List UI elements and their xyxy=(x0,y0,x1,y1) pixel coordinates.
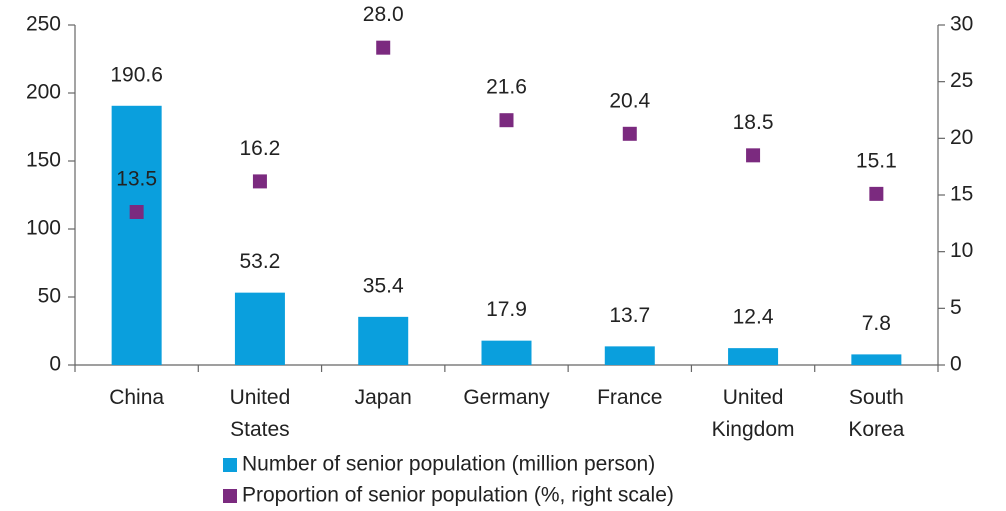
y2-tick-label: 0 xyxy=(950,353,962,376)
data-label: 7.8 xyxy=(862,312,891,335)
x-tick-label: United Kingdom xyxy=(712,386,795,441)
x-tick-label: Germany xyxy=(463,386,550,409)
point xyxy=(129,205,144,219)
legend-label: Number of senior population (million per… xyxy=(242,453,655,476)
data-label: 13.5 xyxy=(116,168,157,191)
y-tick-label: 200 xyxy=(26,81,61,104)
x-tick-label: Japan xyxy=(355,386,412,409)
legend-swatch xyxy=(223,489,237,503)
data-label: 17.9 xyxy=(486,298,527,321)
data-label: 190.6 xyxy=(110,63,163,86)
y2-tick-label: 10 xyxy=(950,239,973,262)
bar xyxy=(111,105,162,365)
data-label: 18.5 xyxy=(733,111,774,134)
y2-tick-label: 15 xyxy=(950,183,973,206)
point xyxy=(746,148,761,163)
y-tick-label: 50 xyxy=(38,285,61,308)
x-tick-label: United States xyxy=(230,386,291,441)
y2-tick-label: 30 xyxy=(950,13,973,36)
bar xyxy=(851,354,902,365)
y-tick-label: 100 xyxy=(26,217,61,240)
point xyxy=(869,186,884,201)
legend-label: Proportion of senior population (%, righ… xyxy=(242,484,674,507)
data-label: 16.2 xyxy=(239,137,280,160)
data-label: 35.4 xyxy=(363,274,404,297)
y-tick-label: 250 xyxy=(26,13,61,36)
bar xyxy=(481,340,532,365)
data-label: 53.2 xyxy=(239,250,280,273)
data-label: 28.0 xyxy=(363,3,404,26)
y-tick-label: 150 xyxy=(26,149,61,172)
point xyxy=(622,126,637,141)
data-label: 12.4 xyxy=(733,306,774,329)
data-label: 20.4 xyxy=(609,89,650,112)
data-label: 13.7 xyxy=(609,304,650,327)
bar xyxy=(358,316,409,365)
y2-tick-label: 20 xyxy=(950,126,973,149)
x-tick-label: France xyxy=(597,386,662,409)
y-tick-label: 0 xyxy=(49,353,61,376)
bar xyxy=(728,348,779,365)
x-tick-label: China xyxy=(109,386,164,409)
legend-swatch xyxy=(223,458,237,472)
bar xyxy=(604,346,655,365)
point xyxy=(376,40,391,55)
point xyxy=(499,113,514,128)
data-label: 21.6 xyxy=(486,76,527,99)
point xyxy=(252,174,267,189)
data-label: 15.1 xyxy=(856,149,897,172)
y2-tick-label: 5 xyxy=(950,296,962,319)
y2-tick-label: 25 xyxy=(950,69,973,92)
bar xyxy=(234,292,285,365)
x-tick-label: South Korea xyxy=(848,386,904,441)
